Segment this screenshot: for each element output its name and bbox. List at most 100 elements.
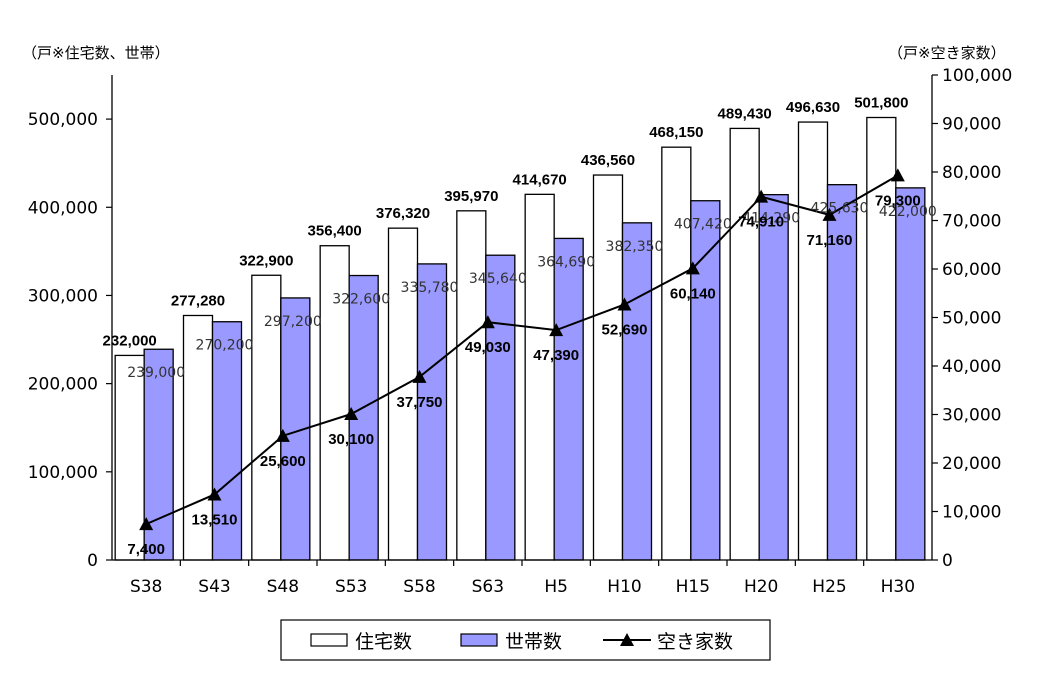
label-house-H10: 436,560 (581, 152, 635, 169)
x-tick-label-H25: H25 (812, 577, 846, 597)
bar-house-H5 (524, 193, 555, 561)
label-house-H5: 414,670 (513, 171, 567, 188)
bar-household-H25 (826, 184, 858, 561)
x-tick-label-S48: S48 (267, 577, 299, 597)
label-vacant-H25: 71,160 (807, 232, 853, 249)
label-household-H10: 382,350 (606, 239, 664, 255)
left-tick-label: 500,000 (28, 110, 98, 130)
label-household-H5: 364,690 (537, 254, 595, 270)
bar-household-S63 (485, 254, 516, 561)
label-household-S63: 345,640 (469, 271, 527, 287)
label-vacant-H30: 79,300 (875, 192, 921, 209)
right-tick-label: 70,000 (942, 212, 1001, 232)
right-tick-label: 40,000 (942, 357, 1001, 377)
label-house-H25: 496,630 (786, 99, 840, 116)
legend: 住宅数 世帯数 空き家数 (280, 619, 771, 661)
vacant-marker-H10 (617, 297, 632, 311)
label-house-S43: 277,280 (171, 292, 225, 309)
x-tick-label-H15: H15 (676, 577, 710, 597)
left-tick-label: 300,000 (28, 286, 98, 306)
right-tick-label: 10,000 (942, 503, 1001, 523)
x-tick-label-S38: S38 (130, 577, 162, 597)
label-vacant-H10: 52,690 (602, 321, 648, 338)
bar-household-S43 (211, 321, 243, 561)
right-tick-label: 30,000 (942, 406, 1001, 426)
x-tick-label-H10: H10 (607, 577, 641, 597)
label-house-S63: 395,970 (444, 188, 498, 205)
bar-house-H20 (729, 127, 760, 561)
right-tick-label: 80,000 (942, 163, 1001, 183)
right-tick-label: 60,000 (942, 260, 1001, 280)
label-vacant-S63: 49,030 (465, 339, 511, 356)
label-vacant-H20: 74,910 (738, 214, 784, 231)
right-axis-unit-label: （戸※空き家数） (888, 44, 1006, 62)
left-tick-label: 400,000 (28, 198, 98, 218)
vacant-marker-S48 (275, 428, 290, 442)
bar-household-H15 (690, 200, 721, 561)
bar-household-H10 (621, 222, 653, 561)
label-vacant-S58: 37,750 (397, 394, 443, 411)
label-household-S43: 270,200 (196, 338, 254, 354)
label-house-H20: 489,430 (718, 105, 772, 122)
bar-house-H15 (661, 146, 692, 561)
label-household-S58: 335,780 (401, 280, 459, 296)
x-tick-label-H30: H30 (881, 577, 915, 597)
vacant-marker-H25 (822, 207, 837, 221)
label-house-H15: 468,150 (649, 124, 703, 141)
legend-swatch-house (310, 633, 348, 647)
bar-house-S38 (114, 354, 145, 561)
right-tick-label: 20,000 (942, 454, 1001, 474)
label-household-S53: 322,600 (332, 292, 390, 308)
right-tick-label: 0 (942, 551, 953, 571)
right-tick-label: 90,000 (942, 115, 1001, 135)
legend-swatch-household (460, 633, 498, 647)
legend-label-household: 世帯数 (505, 631, 562, 653)
legend-box (280, 619, 771, 661)
label-household-S48: 297,200 (264, 314, 322, 330)
vacant-marker-H20 (754, 189, 769, 203)
label-vacant-S43: 13,510 (192, 511, 238, 528)
vacant-marker-S58 (412, 369, 427, 383)
left-tick-label: 0 (87, 551, 98, 571)
vacant-marker-S38 (139, 517, 154, 531)
label-household-H30: 422,000 (879, 204, 937, 220)
vacant-marker-H15 (685, 261, 700, 275)
vacant-marker-S63 (480, 315, 495, 329)
label-household-H15: 407,420 (674, 217, 732, 233)
label-vacant-H15: 60,140 (670, 285, 716, 302)
label-house-S48: 322,900 (239, 252, 293, 269)
x-tick-label-S58: S58 (403, 577, 435, 597)
label-house-S38: 232,000 (103, 332, 157, 349)
vacant-marker-S43 (207, 487, 222, 501)
bar-household-S58 (416, 263, 448, 561)
left-tick-label: 200,000 (28, 375, 98, 395)
label-vacant-S53: 30,100 (328, 431, 374, 448)
legend-label-house: 住宅数 (355, 631, 412, 653)
bar-household-H30 (895, 187, 926, 561)
label-household-S38: 239,000 (127, 365, 185, 381)
x-tick-label-H5: H5 (544, 577, 568, 597)
label-house-H30: 501,800 (854, 95, 908, 112)
vacant-marker-S53 (344, 407, 359, 421)
right-tick-label: 50,000 (942, 309, 1001, 329)
x-tick-label-S43: S43 (198, 577, 230, 597)
vacant-marker-H5 (549, 323, 564, 337)
right-tick-label: 100,000 (942, 66, 1012, 86)
bar-house-H25 (797, 121, 829, 561)
label-household-H25: 425,630 (811, 201, 869, 217)
legend-label-vacant: 空き家数 (657, 631, 733, 653)
label-vacant-S48: 25,600 (260, 453, 306, 470)
x-tick-label-S63: S63 (472, 577, 504, 597)
label-vacant-S38: 7,400 (127, 541, 165, 558)
label-vacant-H5: 47,390 (533, 347, 579, 364)
label-household-H20: 414,290 (742, 211, 800, 227)
label-house-S53: 356,400 (308, 223, 362, 240)
left-tick-label: 100,000 (28, 463, 98, 483)
bar-household-H5 (553, 237, 584, 561)
vacant-marker-H30 (890, 168, 905, 182)
bar-household-H20 (758, 194, 789, 561)
bar-house-S63 (456, 210, 487, 561)
x-tick-label-H20: H20 (744, 577, 778, 597)
